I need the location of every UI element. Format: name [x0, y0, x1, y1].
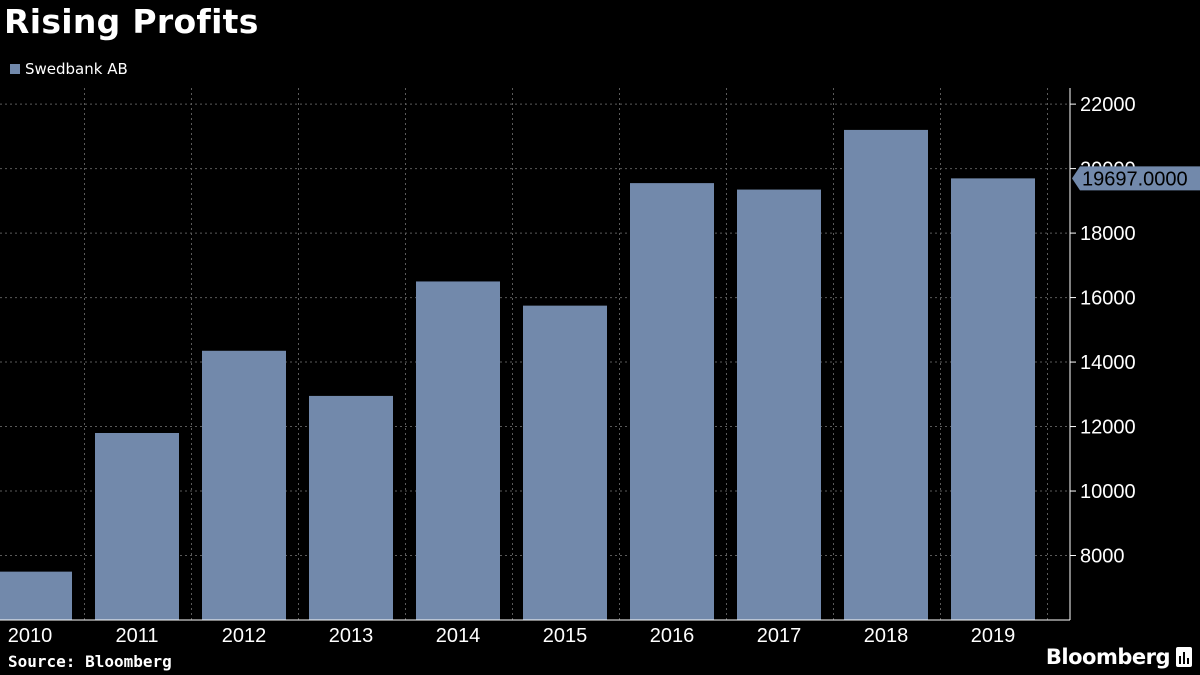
y-tick-label: 8000: [1080, 546, 1125, 568]
bar-2019: [951, 178, 1035, 620]
last-value-marker: [1072, 166, 1200, 191]
y-tick-label: 16000: [1080, 288, 1136, 310]
x-tick-label: 2013: [329, 625, 374, 647]
bar-2012: [202, 350, 286, 620]
bar-2013: [309, 395, 393, 620]
y-tick-label: 12000: [1080, 417, 1136, 439]
legend: Swedbank AB: [10, 60, 128, 78]
y-tick-label: 22000: [1080, 94, 1136, 116]
x-tick-label: 2017: [757, 625, 802, 647]
last-value-label: 19697.0000: [1082, 168, 1188, 190]
legend-swatch: [10, 64, 20, 74]
x-tick-label: 2011: [115, 625, 158, 647]
legend-label: Swedbank AB: [25, 60, 128, 78]
x-tick-label: 2015: [543, 625, 588, 647]
bar-2015: [523, 305, 607, 620]
x-tick-label: 2010: [8, 625, 53, 647]
x-axis-ticks: 2010 2011 2012 2013 2014 2015 2016 2017 2018 2019: [8, 625, 1016, 647]
bloomberg-terminal-icon: [1176, 647, 1192, 667]
bar-2017: [737, 189, 821, 620]
vertical-gridlines: [84, 88, 1048, 620]
x-tick-label: 2012: [222, 625, 267, 647]
y-axis-ticks: 800010000120001400016000180002000022000: [1070, 94, 1136, 568]
bar-2014: [416, 281, 500, 620]
brand-name: Bloomberg: [1045, 645, 1171, 669]
x-tick-label: 2018: [864, 625, 909, 647]
y-tick-label: 14000: [1080, 352, 1136, 374]
brand-logo: Bloomberg: [1046, 645, 1192, 669]
y-tick-label: 18000: [1080, 223, 1136, 245]
x-tick-label: 2016: [650, 625, 695, 647]
x-tick-label: 2019: [971, 625, 1016, 647]
bar-2016: [630, 183, 714, 620]
bar-2010: [0, 571, 72, 620]
last-value-callout: 19697.0000: [1072, 166, 1200, 191]
bar-2011: [95, 432, 179, 620]
source-note: Source: Bloomberg: [8, 652, 172, 671]
x-tick-label: 2014: [436, 625, 481, 647]
bar-2018: [844, 129, 928, 620]
bars: [0, 129, 1035, 620]
chart-title: Rising Profits: [4, 2, 259, 41]
y-tick-label: 10000: [1080, 481, 1136, 503]
